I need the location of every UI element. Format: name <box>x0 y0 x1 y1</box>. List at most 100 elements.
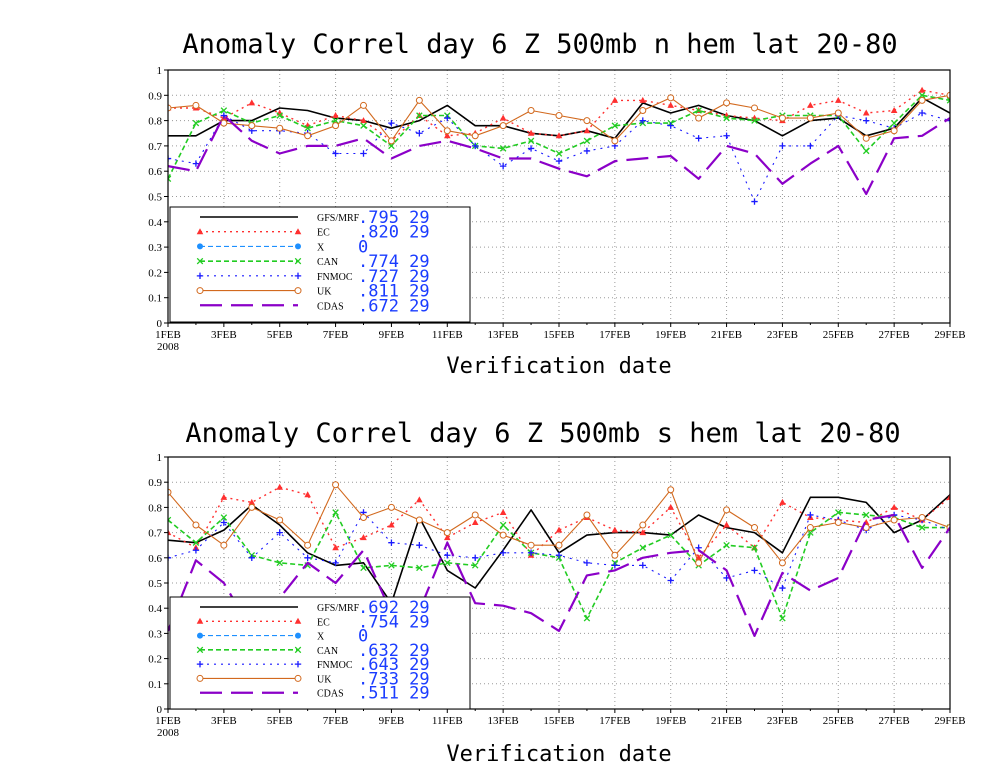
legend-marker <box>196 674 204 682</box>
data-point-uk <box>639 106 647 114</box>
data-point-ec <box>807 101 814 108</box>
x-tick-label: 9FEB <box>379 715 405 727</box>
legend-label: GFS/MRF <box>317 213 360 224</box>
legend-label: CDAS <box>317 301 344 312</box>
x-tick-label: 15FEB <box>543 329 574 341</box>
x-tick-label: 1FEB <box>155 715 181 727</box>
x-tick-label: 25FEB <box>823 329 854 341</box>
data-point-fnmoc <box>444 552 451 559</box>
legend-marker <box>196 660 204 668</box>
data-point-can <box>751 544 758 551</box>
data-point-uk <box>583 511 591 519</box>
data-point-fnmoc <box>583 559 591 567</box>
data-point-ec <box>639 529 647 536</box>
x-tick-label: 5FEB <box>267 329 293 341</box>
data-point-uk <box>415 516 423 524</box>
x-axis-label: Verification date <box>446 354 671 379</box>
data-point-fnmoc <box>527 145 535 152</box>
legend-marker <box>294 228 302 235</box>
data-point-can <box>499 521 507 529</box>
data-point-uk <box>806 524 814 532</box>
y-tick-label: 0.2 <box>148 654 162 666</box>
legend-score: 0 <box>358 627 368 647</box>
legend-label: GFS/MRF <box>317 603 360 614</box>
x-tick-label: 21FEB <box>711 715 742 727</box>
data-point-uk <box>778 114 786 122</box>
data-point-fnmoc <box>220 112 228 119</box>
x-tick-label: 29FEB <box>934 329 965 341</box>
x-tick-label: 23FEB <box>767 715 798 727</box>
y-tick-label: 0.5 <box>148 192 162 204</box>
legend-score: .511 29 <box>358 684 430 704</box>
legend-label: CAN <box>317 257 338 268</box>
x-tick-label: 19FEB <box>655 329 686 341</box>
legend-score: .643 29 <box>358 655 430 675</box>
y-tick-label: 0.1 <box>148 293 162 305</box>
legend-score: .672 29 <box>358 296 430 316</box>
plot-frame <box>167 69 951 324</box>
data-point-uk <box>834 519 842 527</box>
x-tick-label: 5FEB <box>267 715 293 727</box>
data-point-fnmoc <box>555 157 563 165</box>
legend-score: .820 29 <box>358 223 430 243</box>
y-tick-label: 0.9 <box>148 477 162 489</box>
data-point-fnmoc <box>527 549 535 556</box>
data-point-can <box>723 541 730 549</box>
data-point-fnmoc <box>807 142 814 150</box>
x-tick-label: 17FEB <box>599 329 630 341</box>
data-point-uk <box>168 104 172 112</box>
data-point-ec <box>388 521 395 528</box>
x-tick-label: 3FEB <box>211 329 237 341</box>
y-tick-label: 0.2 <box>148 267 162 279</box>
y-tick-label: 0.5 <box>148 578 162 590</box>
legend-marker <box>197 243 203 250</box>
data-point-uk <box>527 106 535 114</box>
data-point-can <box>304 124 311 132</box>
data-point-can <box>471 562 479 569</box>
legend-marker <box>294 272 302 280</box>
data-point-uk <box>667 94 675 102</box>
data-point-uk <box>751 524 758 532</box>
legend-label: EC <box>317 228 330 239</box>
y-tick-label: 0 <box>157 704 163 716</box>
data-point-ec <box>862 109 870 116</box>
data-point-ec <box>443 534 451 541</box>
legend-score: .733 29 <box>358 669 430 689</box>
legend-marker <box>294 617 302 624</box>
legend-marker <box>196 272 204 280</box>
data-point-ec <box>890 106 898 113</box>
data-point-ec <box>946 493 950 500</box>
data-point-uk <box>443 127 451 135</box>
legend-marker <box>294 646 302 654</box>
legend-label: UK <box>317 674 332 685</box>
chart-title: Anomaly Correl day 6 Z 500mb s hem lat 2… <box>185 418 900 449</box>
data-point-can <box>276 112 283 119</box>
data-point-uk <box>555 541 563 549</box>
x-tick-label: 21FEB <box>711 329 742 341</box>
data-point-fnmoc <box>779 584 786 592</box>
series-line-cdas <box>168 513 950 638</box>
legend-marker <box>295 243 301 250</box>
legend-label: CDAS <box>317 689 344 700</box>
x-tick-label: 13FEB <box>488 329 519 341</box>
data-point-uk <box>751 104 758 112</box>
x-tick-label: 17FEB <box>599 715 630 727</box>
data-point-fnmoc <box>168 155 172 162</box>
data-point-fnmoc <box>168 554 172 561</box>
data-point-uk <box>611 137 619 145</box>
y-tick-label: 0.4 <box>148 217 162 229</box>
series-group <box>168 481 950 638</box>
legend-score: .692 29 <box>358 598 430 618</box>
series-line-fnmoc <box>168 112 950 203</box>
data-point-ec <box>499 114 507 121</box>
y-tick-label: 0 <box>157 318 163 330</box>
data-point-ec <box>890 503 898 510</box>
data-point-can <box>583 137 591 145</box>
legend-marker <box>294 674 302 682</box>
series-line-cdas <box>168 114 950 196</box>
data-point-uk <box>248 122 256 130</box>
data-point-fnmoc <box>779 142 786 150</box>
legend-marker <box>294 660 302 668</box>
data-point-fnmoc <box>416 542 423 549</box>
data-point-ec <box>220 493 228 500</box>
